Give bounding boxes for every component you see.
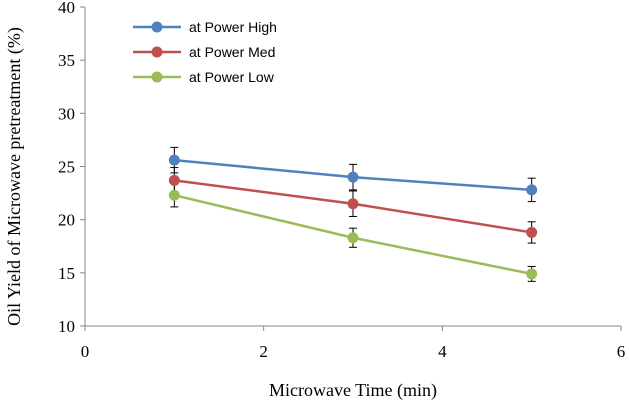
x-tick-label: 6 [617, 342, 626, 361]
x-tick-label: 4 [438, 342, 447, 361]
legend-label: at Power Med [189, 44, 275, 60]
data-point [347, 198, 359, 210]
y-tick-label: 20 [58, 211, 75, 230]
data-point [526, 226, 538, 238]
legend: at Power High at Power Med at Power Low [133, 19, 277, 85]
data-point [347, 232, 359, 244]
legend-marker [151, 46, 163, 58]
x-tick-label: 2 [259, 342, 268, 361]
y-tick-label: 30 [58, 104, 75, 123]
y-axis-title: Oil Yield of Microwave pretreatment (%) [4, 27, 25, 326]
legend-marker [151, 21, 163, 33]
series-markers [168, 154, 538, 280]
data-point [347, 171, 359, 183]
x-axis-title: Microwave Time (min) [269, 380, 437, 401]
x-tick-label: 0 [81, 342, 90, 361]
y-tick-label: 25 [58, 158, 75, 177]
legend-label: at Power High [189, 19, 277, 35]
y-tick-label: 35 [58, 51, 75, 70]
y-tick-label: 15 [58, 264, 75, 283]
data-point [168, 189, 180, 201]
axes: 10 15 20 25 30 35 40 0 2 4 6 [58, 0, 625, 361]
y-tick-label: 10 [58, 317, 75, 336]
error-bars [170, 146, 536, 282]
legend-marker [151, 71, 163, 83]
legend-label: at Power Low [189, 69, 275, 85]
data-point [168, 154, 180, 166]
y-tick-label: 40 [58, 0, 75, 17]
data-point [168, 174, 180, 186]
data-point [526, 184, 538, 196]
data-point [526, 268, 538, 280]
